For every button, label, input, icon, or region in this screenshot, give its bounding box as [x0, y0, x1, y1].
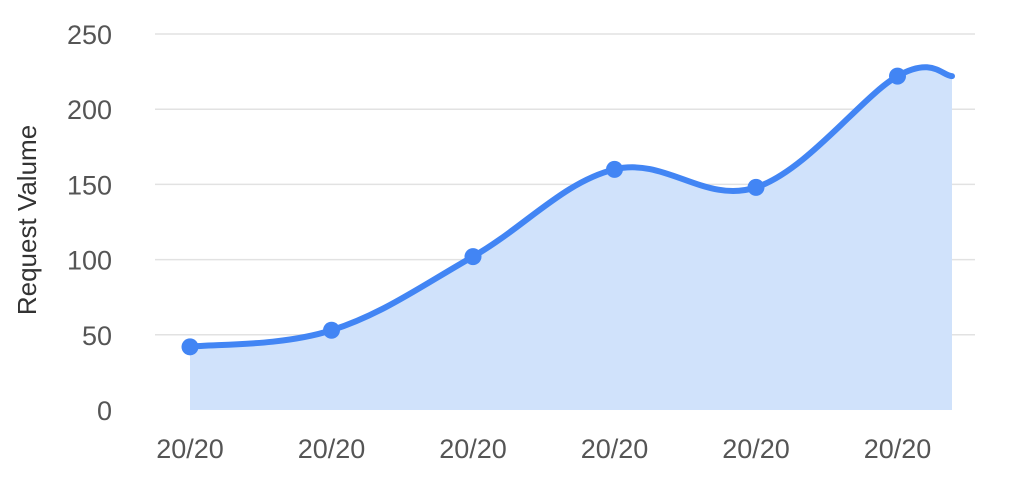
data-point	[747, 178, 765, 196]
y-tick-label: 250	[67, 20, 112, 50]
data-point	[464, 248, 482, 266]
data-point	[889, 67, 906, 85]
y-tick-label: 50	[82, 321, 112, 351]
x-tick-label: 20/20	[298, 434, 366, 464]
data-point	[181, 338, 199, 356]
y-tick-label: 100	[67, 246, 112, 276]
y-tick-label: 0	[97, 396, 112, 426]
y-tick-label: 150	[67, 170, 112, 200]
data-point	[606, 160, 623, 178]
series-area	[190, 67, 952, 411]
area-layer	[190, 67, 952, 411]
x-tick-label: 20/20	[581, 434, 649, 464]
x-tick-label: 20/20	[156, 434, 224, 464]
x-tick-label: 20/20	[722, 434, 790, 464]
x-tick-label: 20/20	[864, 434, 932, 464]
x-axis-ticks: 20/20 20/20 20/20 20/20 20/20 20/20	[156, 434, 931, 464]
points-layer	[181, 67, 906, 356]
data-point	[323, 321, 340, 339]
y-axis-ticks: 0 50 100 150 200 250	[67, 20, 112, 426]
y-tick-label: 200	[67, 95, 112, 125]
x-tick-label: 20/20	[439, 434, 507, 464]
y-axis-title: Request Valume	[12, 125, 42, 315]
